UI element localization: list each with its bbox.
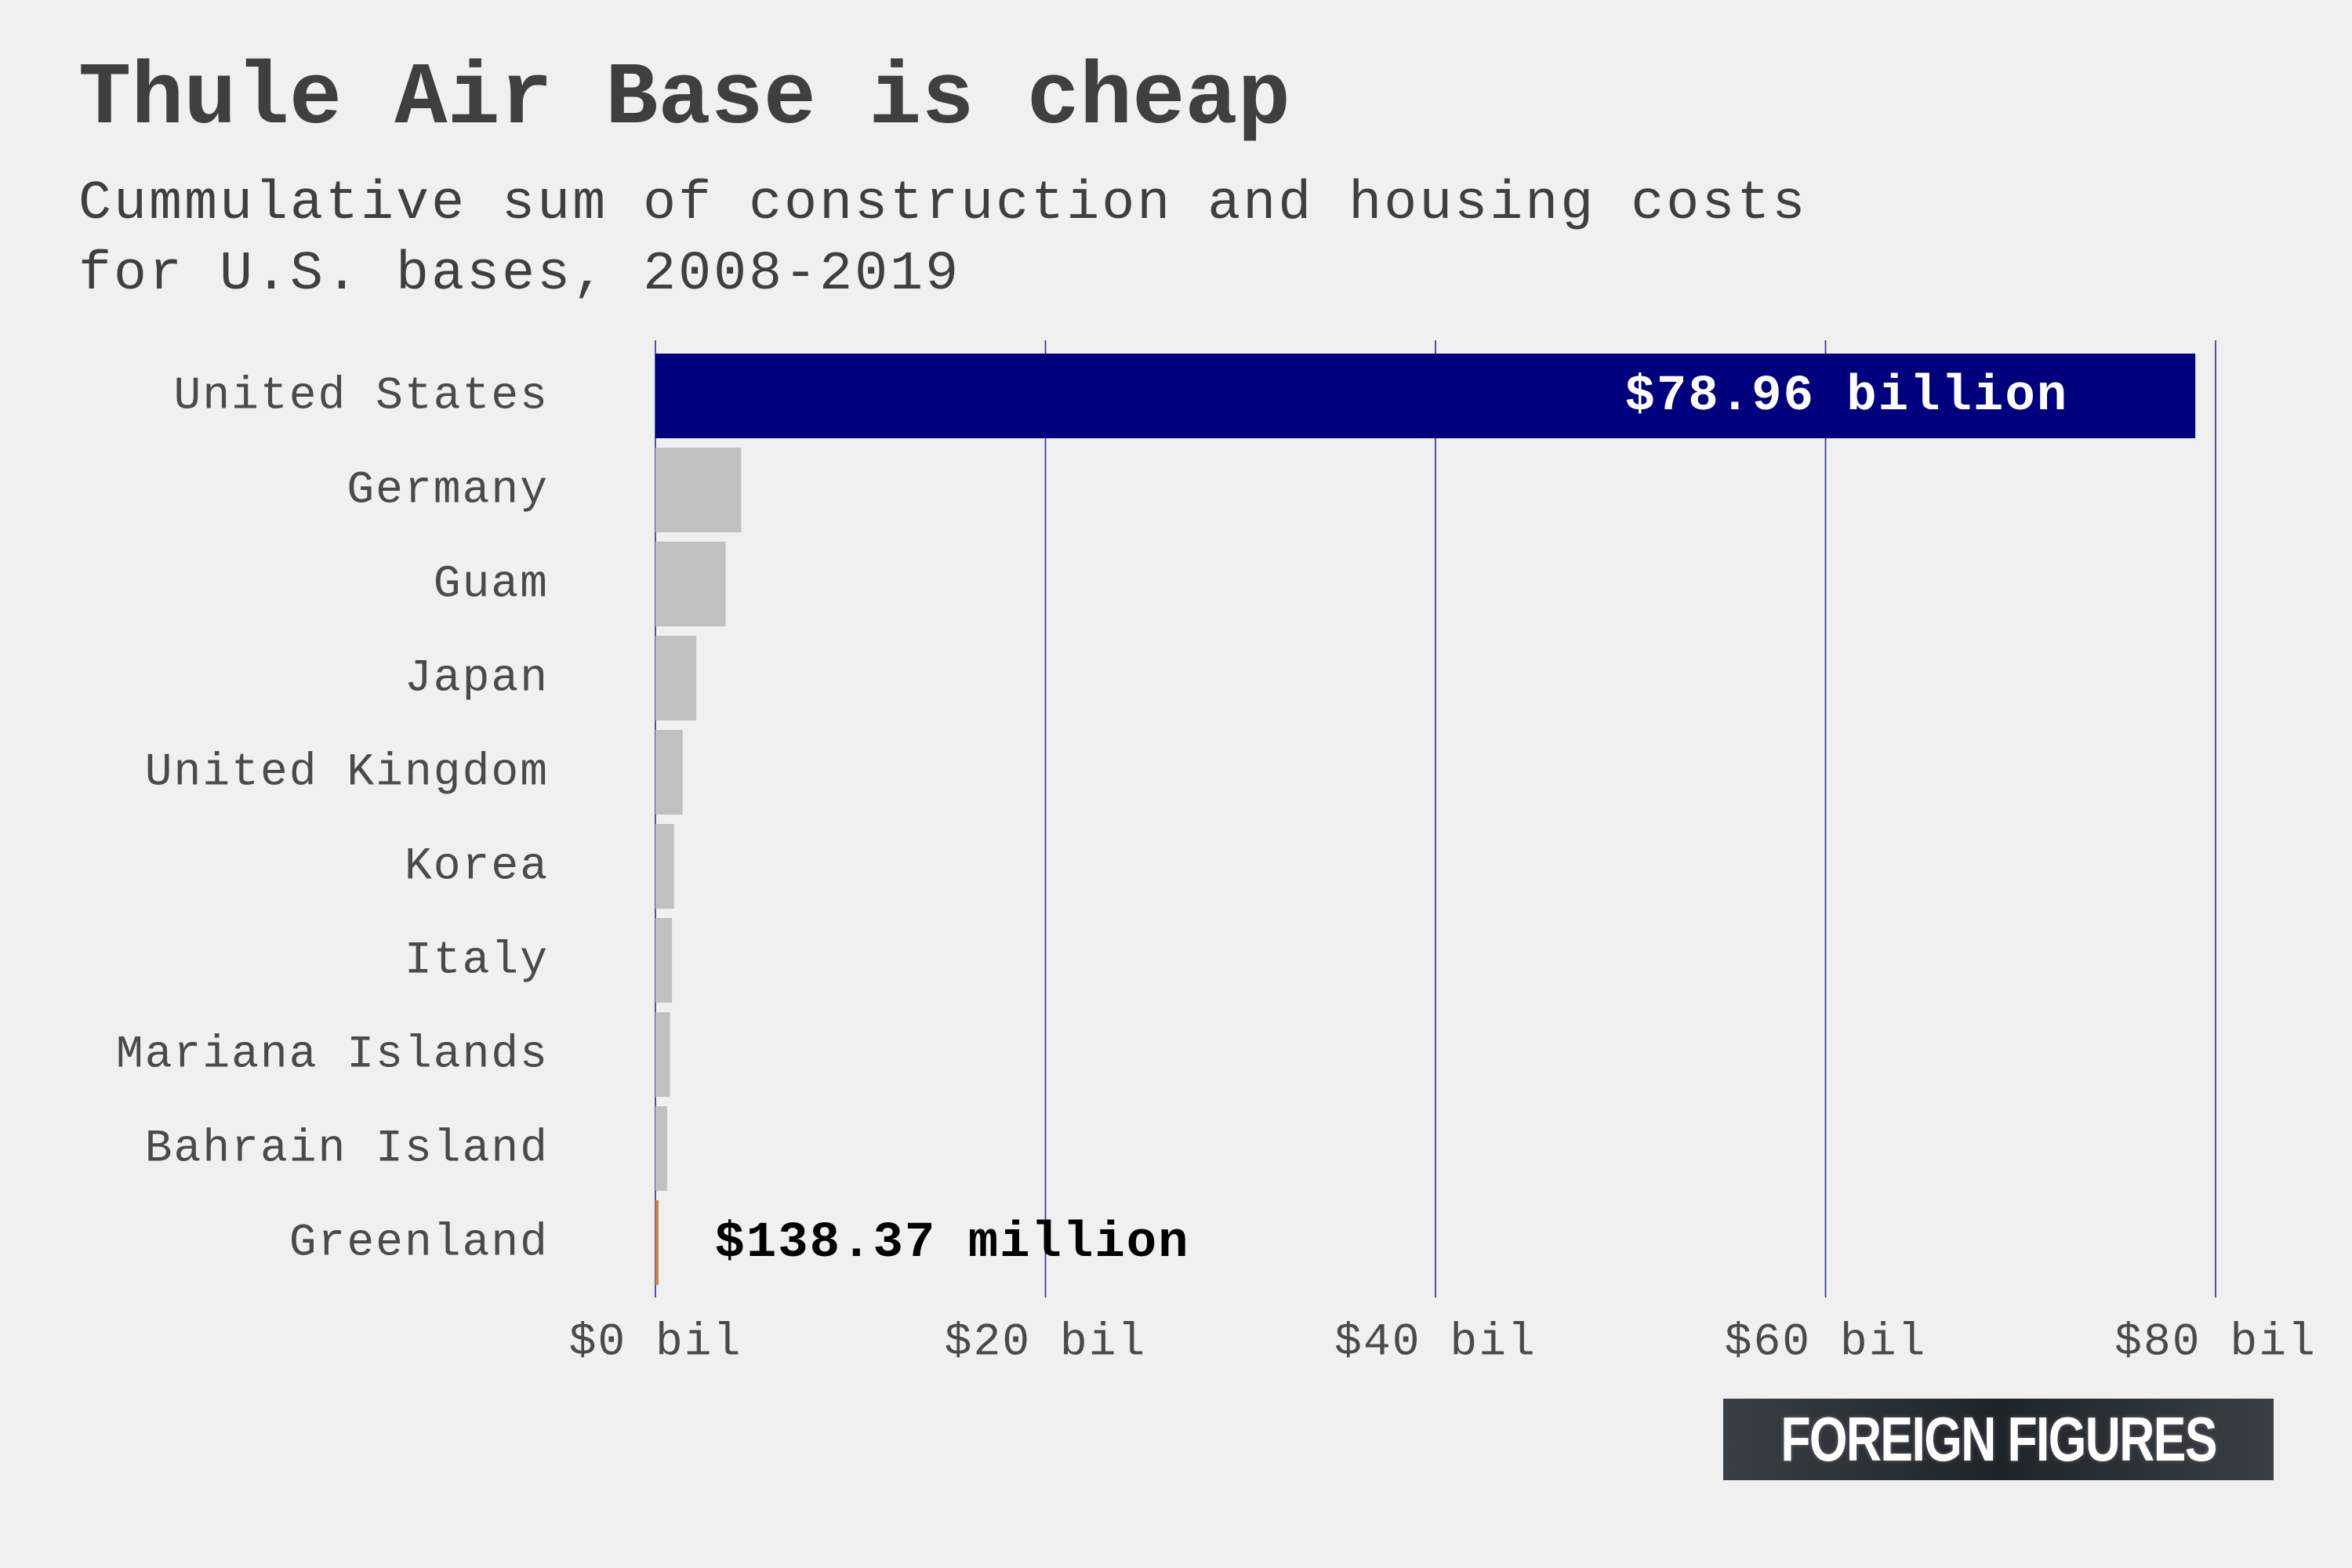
bar-japan [655, 636, 697, 720]
category-label: Greenland [289, 1218, 549, 1269]
gridlines [655, 340, 2216, 1298]
category-label: Korea [405, 841, 549, 892]
category-label: Bahrain Island [145, 1123, 549, 1174]
chart-subtitle: Cummulative sum of construction and hous… [78, 173, 1808, 306]
bar-guam [655, 542, 726, 626]
x-tick-label: $80 bil [2114, 1317, 2317, 1368]
category-label: Japan [405, 653, 549, 704]
x-tick-label: $20 bil [945, 1317, 1147, 1368]
bar-korea [655, 824, 674, 909]
bar-mariana-islands [655, 1012, 670, 1097]
category-labels: United States Germany Guam Japan United King… [116, 371, 549, 1269]
bar-bahrain-island [655, 1106, 667, 1191]
x-tick-label: $40 bil [1334, 1317, 1537, 1368]
bars [655, 354, 2196, 1285]
category-label: Italy [405, 935, 549, 986]
bar-greenland [655, 1200, 659, 1285]
x-tick-label: $60 bil [1725, 1317, 1927, 1368]
data-label-greenland: $138.37 million [714, 1215, 1189, 1272]
bar-united-states [655, 354, 2196, 438]
category-label: United States [174, 371, 549, 422]
brand-logo: FOREIGN FIGURES [1723, 1399, 2274, 1480]
chart-title: Thule Air Base is cheap [78, 49, 1290, 149]
category-label: Mariana Islands [116, 1029, 549, 1080]
category-label: Germany [347, 465, 549, 516]
bar-italy [655, 918, 673, 1003]
x-tick-label: $0 bil [569, 1317, 742, 1368]
brand-logo-text: FOREIGN FIGURES [1780, 1404, 2217, 1474]
bar-germany [655, 448, 742, 532]
data-labels: $78.96 billion $138.37 million [714, 368, 2068, 1272]
data-label-united-states: $78.96 billion [1624, 368, 2068, 425]
x-axis-tick-labels: $0 bil $20 bil $40 bil $60 bil $80 bil [569, 1317, 2317, 1368]
bar-united-kingdom [655, 730, 683, 815]
category-label: United Kingdom [145, 747, 549, 798]
category-label: Guam [434, 559, 549, 610]
